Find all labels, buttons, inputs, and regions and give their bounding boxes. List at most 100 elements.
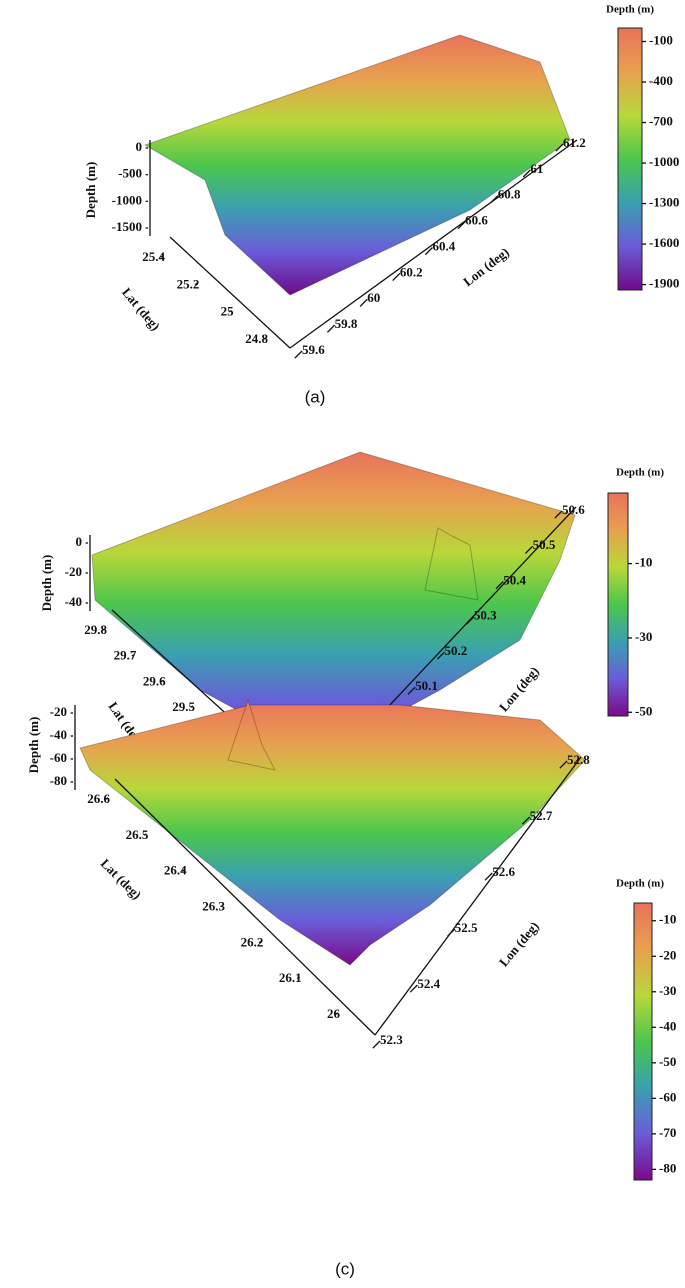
lat-tick-label: 26.4 [164, 863, 187, 878]
colorbar-tick-label: -70 [659, 1125, 676, 1140]
lon-tick-label: 50.5 [533, 537, 556, 552]
lat-axis [169, 236, 291, 349]
lat-tick [335, 1012, 339, 1015]
colorbar-tick-label: -30 [659, 983, 676, 998]
colorbar-title: Depth (m) [606, 4, 654, 16]
z-tick-label: -60 [50, 750, 67, 765]
lon-tick [326, 324, 336, 333]
colorbar-tick-label: -1600 [649, 235, 679, 250]
lat-tick [181, 869, 185, 872]
z-axis-label: Depth (m) [39, 555, 54, 612]
lon-axis-label: Lon (deg) [496, 919, 542, 970]
lon-tick [466, 616, 475, 625]
colorbar-tick-label: -10 [659, 912, 676, 927]
lat-tick [102, 628, 106, 631]
lon-tick-label: 60.8 [498, 187, 521, 202]
z-axis-label: Depth (m) [26, 717, 41, 774]
colorbar-title: Depth (m) [616, 467, 664, 479]
lon-tick [524, 545, 534, 554]
z-tick-label: -80 [50, 773, 67, 788]
lon-tick [555, 143, 564, 152]
lon-tick-label: 61.2 [563, 135, 586, 150]
lat-tick-label: 29.7 [114, 648, 137, 663]
lat-tick [190, 705, 194, 708]
colorbar-tick-label: -80 [659, 1160, 676, 1175]
z-axis-label: Depth (m) [83, 162, 98, 219]
lon-tick [554, 510, 563, 519]
lon-tick-label: 60 [367, 290, 380, 305]
surface [143, 34, 571, 296]
z-tick-label: -500 [118, 166, 142, 181]
lat-tick-label: 26.1 [279, 970, 302, 985]
lon-tick [424, 247, 433, 256]
lat-tick [296, 976, 300, 979]
lon-tick [436, 651, 445, 660]
lat-tick-label: 25 [221, 304, 235, 319]
lon-tick-label: 50.2 [445, 643, 468, 658]
caption: (a) [305, 387, 326, 406]
lon-tick [522, 169, 531, 178]
lat-tick [131, 654, 135, 657]
lon-tick [490, 195, 499, 204]
lat-tick-label: 26.2 [241, 934, 264, 949]
lon-tick-label: 50.4 [503, 572, 526, 587]
lon-tick [495, 581, 504, 590]
lat-tick-label: 24.8 [245, 331, 268, 346]
lon-axis-label: Lon (deg) [496, 664, 542, 715]
lon-tick-label: 60.2 [400, 264, 423, 279]
lon-tick-label: 59.6 [302, 342, 325, 357]
lon-tick [484, 872, 493, 881]
lon-tick [457, 221, 466, 230]
surface [79, 704, 586, 966]
lon-tick [521, 816, 531, 825]
colorbar-tick-label: -50 [635, 703, 652, 718]
caption: (c) [335, 1259, 355, 1278]
lon-tick-label: 59.8 [335, 316, 358, 331]
surface [91, 451, 576, 756]
lat-tick-label: 26.6 [87, 791, 110, 806]
lon-tick-label: 50.6 [562, 502, 585, 517]
lat-tick [258, 940, 262, 944]
lat-tick [194, 282, 198, 286]
lon-tick-label: 52.6 [492, 864, 515, 879]
lon-tick-label: 52.5 [455, 920, 478, 935]
lat-tick-label: 29.8 [84, 622, 107, 637]
lon-tick-label: 60.6 [465, 213, 488, 228]
colorbar [607, 492, 629, 717]
lat-tick [220, 904, 224, 908]
z-tick-label: -40 [50, 727, 67, 742]
colorbar-tick-label: -1300 [649, 195, 679, 210]
lat-tick [228, 310, 232, 313]
surface [227, 698, 276, 771]
lon-axis [289, 139, 578, 349]
colorbar-tick-label: -700 [649, 114, 673, 129]
lon-tick-label: 52.7 [530, 808, 553, 823]
lon-tick [372, 1040, 381, 1049]
lat-tick-label: 26.5 [126, 827, 149, 842]
lon-tick [409, 984, 418, 993]
colorbar-tick-label: -10 [635, 555, 652, 570]
colorbar-tick-label: -20 [659, 947, 676, 962]
colorbar-tick-label: -1000 [649, 154, 679, 169]
colorbar-tick-label: -60 [659, 1089, 676, 1104]
colorbar-title: Depth (m) [616, 878, 664, 890]
colorbar-tick-label: -30 [635, 629, 652, 644]
lat-tick [160, 255, 164, 258]
lat-tick-label: 25.2 [177, 276, 200, 291]
lon-tick-label: 50.3 [474, 608, 497, 623]
colorbar [633, 902, 653, 1181]
lat-tick-label: 26.3 [202, 898, 225, 913]
lon-tick [407, 686, 416, 695]
lon-axis-label: Lon (deg) [460, 244, 512, 289]
lat-tick [263, 337, 267, 340]
colorbar-tick-label: -40 [659, 1018, 676, 1033]
lat-tick-label: 29.6 [143, 673, 166, 688]
z-tick-label: -40 [65, 594, 82, 609]
colorbar [617, 27, 643, 291]
lat-axis-label: Lat (deg) [98, 856, 145, 903]
lat-axis [114, 778, 376, 1036]
lat-tick-label: 29.5 [172, 699, 195, 714]
lon-tick-label: 60.4 [433, 238, 456, 253]
lat-tick [105, 797, 109, 800]
colorbar-tick-label: -50 [659, 1054, 676, 1069]
